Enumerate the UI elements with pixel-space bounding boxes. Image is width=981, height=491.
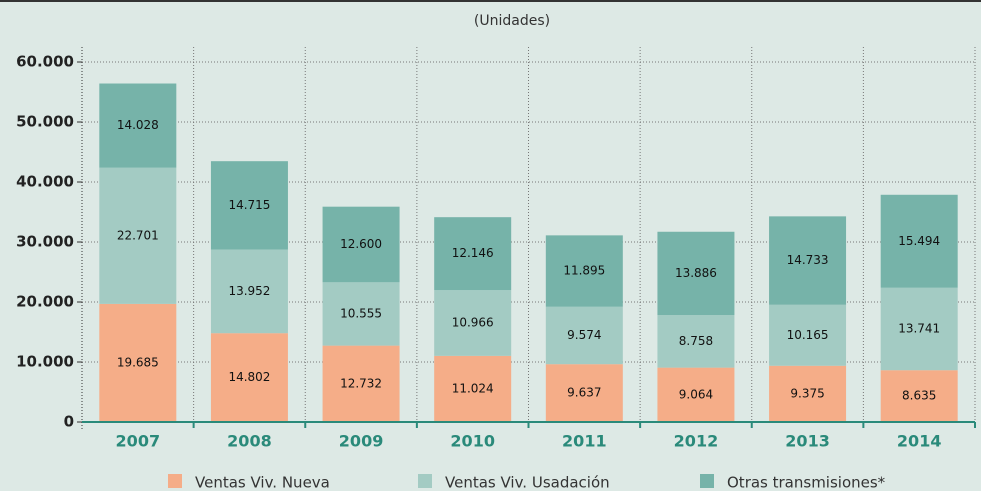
data-label: 9.637	[567, 386, 601, 400]
bar-segment	[657, 231, 735, 316]
data-label: 19.685	[117, 355, 159, 369]
data-label: 14.802	[228, 370, 270, 384]
data-label: 12.732	[340, 376, 382, 390]
legend-swatch	[418, 474, 432, 488]
bar-segment	[99, 83, 177, 168]
legend-label: Ventas Viv. Nueva	[195, 474, 330, 491]
legend-swatch	[700, 474, 714, 488]
data-label: 13.886	[675, 266, 717, 280]
x-tick-label: 2013	[785, 432, 830, 451]
legend-swatch	[168, 474, 182, 488]
y-tick-label: 60.000	[16, 53, 74, 71]
bar-segment	[769, 216, 847, 305]
data-label: 13.741	[898, 321, 940, 335]
y-tick-label: 40.000	[16, 173, 74, 191]
x-tick-label: 2010	[450, 432, 495, 451]
x-tick-label: 2007	[116, 432, 161, 451]
data-label: 9.064	[679, 387, 713, 401]
x-tick-label: 2009	[339, 432, 384, 451]
x-tick-label: 2012	[674, 432, 719, 451]
data-label: 10.555	[340, 306, 382, 320]
bar-segment	[210, 333, 288, 422]
bar-segment	[769, 304, 847, 366]
y-tick-label: 50.000	[16, 113, 74, 131]
bar-segment	[434, 290, 512, 356]
bar-segment	[880, 194, 958, 288]
bar-segment	[322, 345, 400, 422]
data-label: 11.024	[452, 381, 494, 395]
x-tick-label: 2011	[562, 432, 607, 451]
data-label: 13.952	[228, 284, 270, 298]
bar-segment	[99, 303, 177, 422]
data-label: 11.895	[563, 264, 605, 278]
legend-label: Ventas Viv. Usadación	[445, 474, 610, 491]
data-label: 12.146	[452, 246, 494, 260]
x-tick-label: 2008	[227, 432, 272, 451]
bar-segment	[880, 370, 958, 422]
x-tick-label: 2014	[897, 432, 942, 451]
data-label: 12.600	[340, 237, 382, 251]
bar-segment	[545, 364, 623, 422]
y-tick-label: 10.000	[16, 353, 74, 371]
data-label: 14.028	[117, 118, 159, 132]
bar-segment	[322, 282, 400, 346]
data-label: 15.494	[898, 234, 940, 248]
chart-subtitle: (Unidades)	[474, 13, 550, 29]
bar-segment	[210, 249, 288, 334]
data-label: 10.966	[452, 315, 494, 329]
bar-segment	[657, 315, 735, 368]
data-label: 14.715	[228, 198, 270, 212]
bar-segment	[434, 355, 512, 422]
y-tick-label: 30.000	[16, 233, 74, 251]
data-label: 10.165	[787, 328, 829, 342]
bar-segment	[99, 167, 177, 304]
data-label: 22.701	[117, 228, 159, 242]
bar-segment	[434, 217, 512, 291]
bar-segment	[545, 306, 623, 365]
data-label: 8.758	[679, 334, 713, 348]
data-label: 9.375	[790, 386, 824, 400]
bar-segment	[322, 206, 400, 283]
data-label: 9.574	[567, 328, 601, 342]
bar-segment	[880, 287, 958, 371]
bar-segment	[210, 161, 288, 250]
y-tick-label: 0	[64, 413, 74, 431]
bar-segment	[769, 365, 847, 422]
bar-segment	[657, 367, 735, 422]
data-label: 8.635	[902, 389, 936, 403]
bar-segment	[545, 235, 623, 307]
data-label: 14.733	[787, 253, 829, 267]
y-tick-label: 20.000	[16, 293, 74, 311]
legend-label: Otras transmisiones*	[727, 474, 886, 491]
